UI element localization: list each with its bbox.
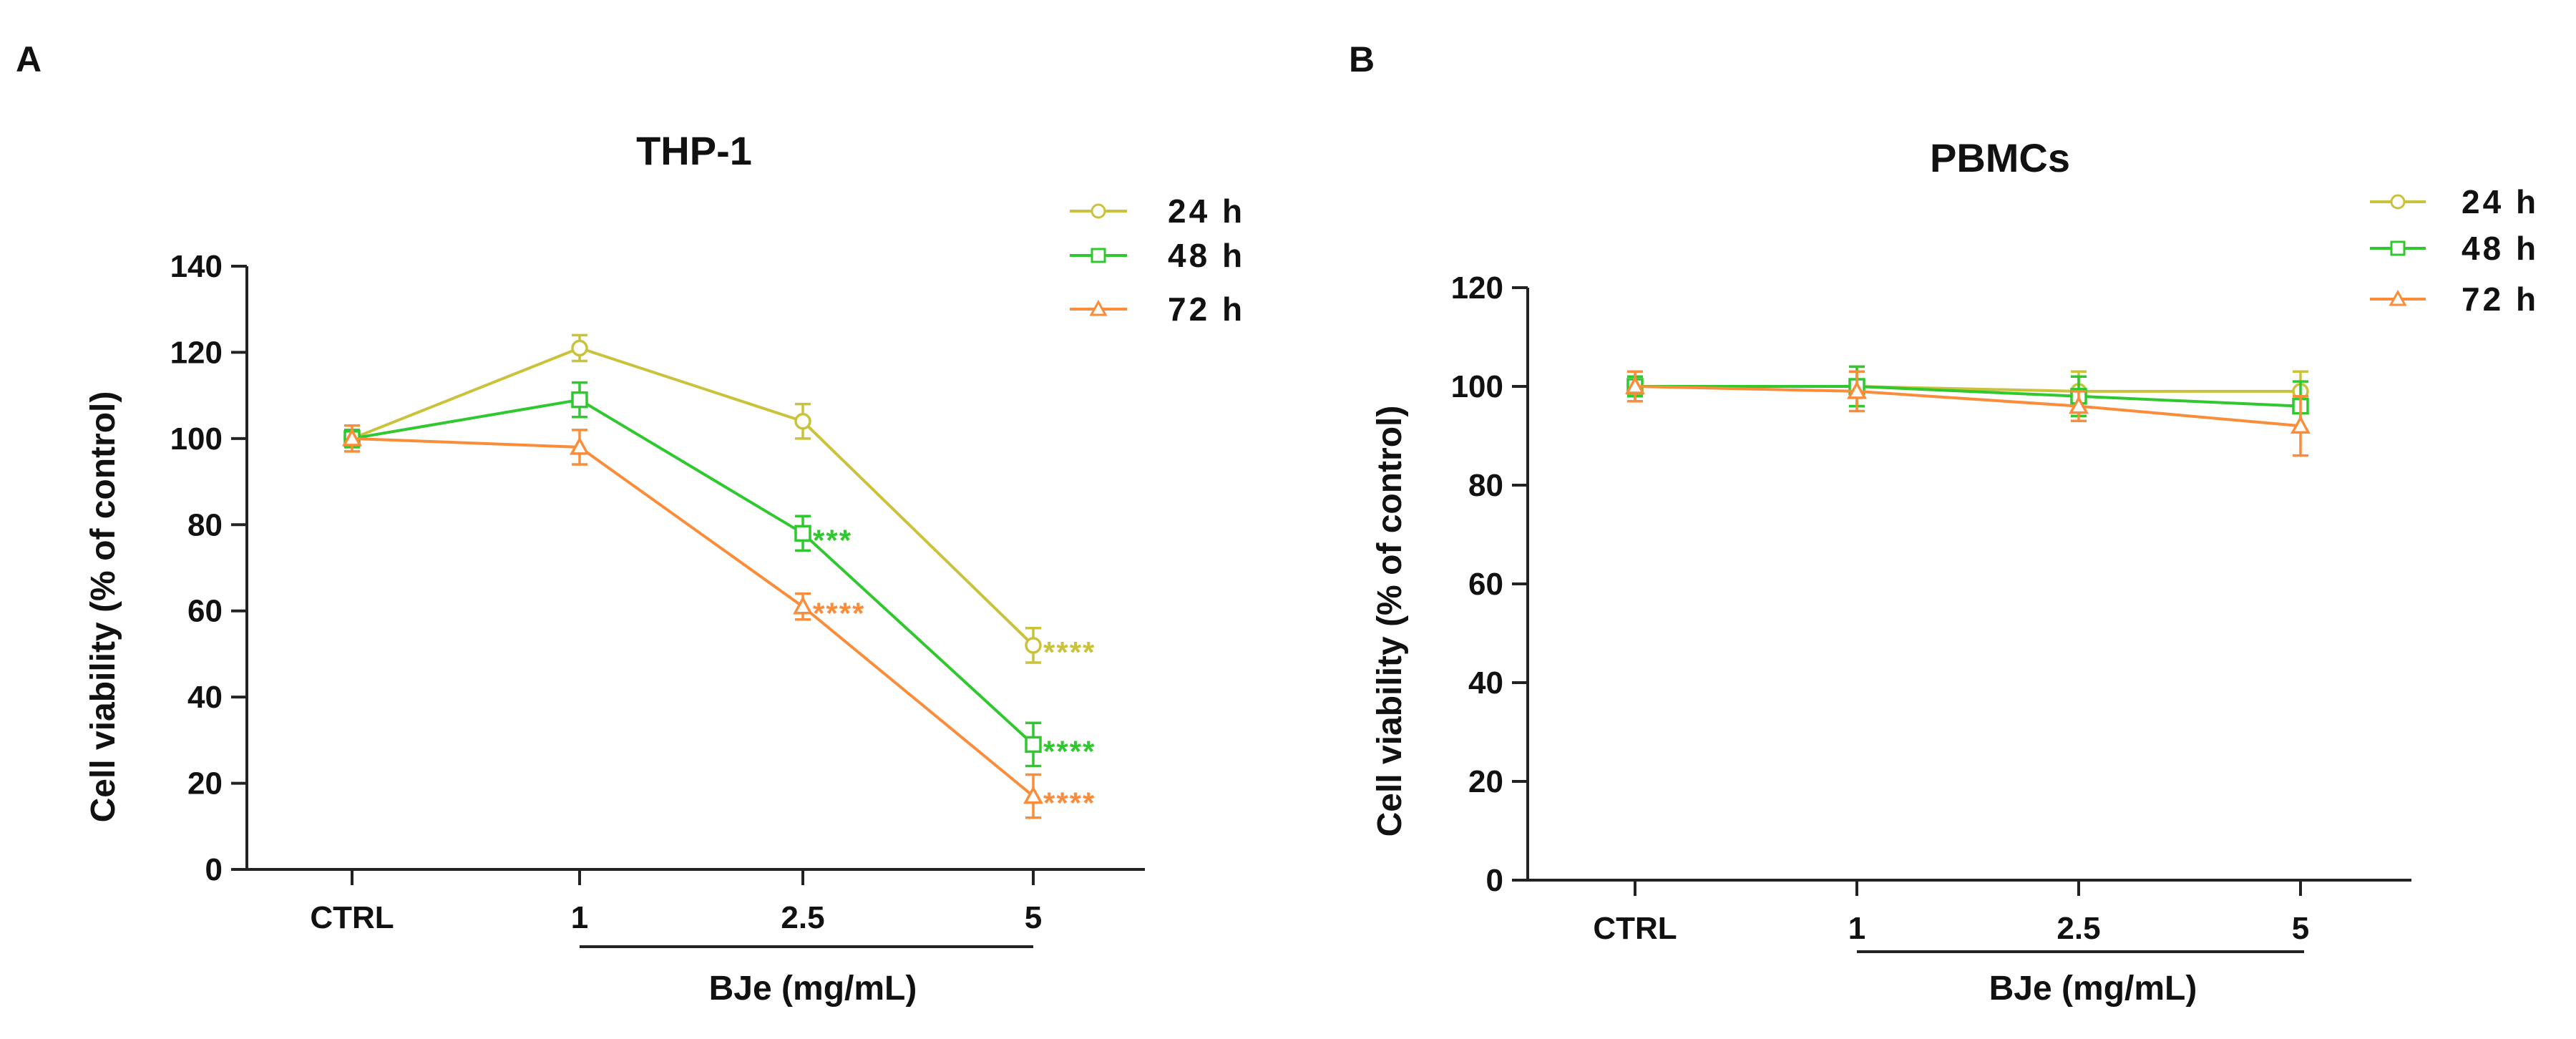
panel-a-legend-item: 72 h bbox=[1070, 291, 1245, 328]
panel-a-x-axis-label: BJe (mg/mL) bbox=[709, 970, 917, 1008]
panel-b-legend-marker bbox=[2390, 194, 2406, 210]
panel-a-data-point bbox=[570, 436, 590, 455]
panel-a-series-24h: **** bbox=[343, 333, 1096, 669]
panel-b-x-tick-label: 1 bbox=[1848, 911, 1865, 946]
panel-a-series-72h: **** **** bbox=[342, 424, 1096, 820]
panel-a-legend-label: 72 h bbox=[1168, 291, 1245, 328]
panel-b-series-72h bbox=[1625, 370, 2311, 457]
panel-b-y-axis-label: Cell viability (% of control) bbox=[1371, 406, 1409, 837]
panel-a-data-point bbox=[571, 391, 588, 409]
panel-a-y-tick-label: 120 bbox=[170, 335, 223, 370]
panel-b-letter: B bbox=[1349, 39, 1375, 79]
panel-b-legend-item: 48 h bbox=[2370, 230, 2539, 267]
panel-b-data-point bbox=[1847, 381, 1867, 399]
panel-a-data-point bbox=[342, 428, 362, 447]
panel-a-series-line bbox=[351, 436, 1035, 798]
panel-a-x-tick-label: 1 bbox=[571, 900, 588, 935]
panel-a-x-tick-label: CTRL bbox=[310, 900, 394, 935]
panel-b-y-tick-label: 80 bbox=[1468, 468, 1503, 503]
panel-b-chart: B PBMCs Cell viability (% of control) BJ… bbox=[1349, 39, 2539, 1008]
panel-a-y-tick-label: 100 bbox=[170, 421, 223, 457]
panel-b-x-tick-label: CTRL bbox=[1593, 911, 1677, 946]
panel-a-y-axis-label: Cell viability (% of control) bbox=[84, 391, 122, 823]
panel-b-x-axis-label: BJe (mg/mL) bbox=[1989, 970, 2197, 1008]
panel-a-title: THP-1 bbox=[636, 128, 752, 173]
panel-b-y-tick-label: 120 bbox=[1451, 270, 1503, 306]
panel-b-data-point bbox=[1625, 376, 1645, 394]
panel-b-data-point bbox=[2290, 415, 2311, 434]
panel-b-y-tick-label: 20 bbox=[1468, 764, 1503, 799]
panel-a-chart: A THP-1 Cell viability (% of control) BJ… bbox=[16, 39, 1245, 1008]
panel-b-y-tick-label: 40 bbox=[1468, 665, 1503, 701]
panel-a-significance-label: **** bbox=[1043, 786, 1096, 820]
panel-a-data-point bbox=[794, 413, 811, 430]
panel-a-legend-label: 24 h bbox=[1168, 192, 1245, 230]
panel-b-data-point bbox=[2069, 395, 2089, 414]
panel-b-x-tick-label: 5 bbox=[2292, 911, 2309, 946]
panel-a-data-point bbox=[1025, 736, 1042, 753]
panel-b-y-tick-label: 0 bbox=[1486, 863, 1503, 898]
panel-a-y-tick-label: 0 bbox=[205, 852, 223, 887]
panel-b-x-tick-label: 2.5 bbox=[2057, 911, 2100, 946]
panel-a-significance-label: **** bbox=[813, 597, 865, 630]
panel-b-legend-label: 24 h bbox=[2462, 183, 2539, 220]
panel-b-legend-item: 72 h bbox=[2370, 281, 2539, 318]
panel-a-significance-label: *** bbox=[813, 523, 852, 557]
panel-a-series-line bbox=[351, 346, 1035, 647]
panel-a-y-tick-label: 40 bbox=[187, 680, 223, 715]
panel-a-legend-label: 48 h bbox=[1168, 237, 1245, 274]
panel-b-legend-item: 24 h bbox=[2370, 183, 2539, 220]
panel-a-legend-marker bbox=[1091, 248, 1106, 263]
panel-a-y-tick-label: 20 bbox=[187, 766, 223, 801]
panel-a-data-point bbox=[1025, 637, 1042, 654]
panel-b-title: PBMCs bbox=[1930, 135, 2070, 180]
panel-a-letter: A bbox=[16, 39, 42, 79]
panel-a-x-tick-label: 2.5 bbox=[781, 900, 824, 935]
panel-b-series-line bbox=[1635, 385, 2301, 408]
panel-b-series-line bbox=[1634, 385, 2301, 428]
panel-a-data-point bbox=[571, 339, 588, 357]
panel-a-legend-item: 24 h bbox=[1070, 192, 1245, 230]
panel-a-legend-marker bbox=[1091, 203, 1106, 219]
panel-a-significance-label: **** bbox=[1043, 734, 1096, 768]
panel-a-y-tick-label: 80 bbox=[187, 507, 223, 542]
panel-b-legend-marker bbox=[2390, 240, 2406, 256]
panel-a-series-line bbox=[351, 398, 1035, 746]
panel-a-y-tick-label: 60 bbox=[187, 594, 223, 629]
panel-b-legend-marker bbox=[2389, 289, 2407, 306]
panel-b-y-tick-label: 100 bbox=[1451, 369, 1503, 404]
panel-a-x-tick-label: 5 bbox=[1025, 900, 1042, 935]
panel-b-y-tick-label: 60 bbox=[1468, 567, 1503, 602]
panel-a-legend-marker bbox=[1089, 299, 1108, 316]
panel-a-series-48h: ******* bbox=[343, 381, 1096, 768]
panel-a-legend-item: 48 h bbox=[1070, 237, 1245, 274]
panel-a-data-point bbox=[1023, 786, 1043, 804]
panel-a-data-point bbox=[793, 596, 813, 615]
panel-b-legend-label: 48 h bbox=[2462, 230, 2539, 267]
panel-b-legend-label: 72 h bbox=[2462, 281, 2539, 318]
panel-a-y-tick-label: 140 bbox=[170, 249, 223, 284]
panel-a-data-point bbox=[794, 525, 811, 542]
panel-a-significance-label: **** bbox=[1043, 635, 1096, 669]
